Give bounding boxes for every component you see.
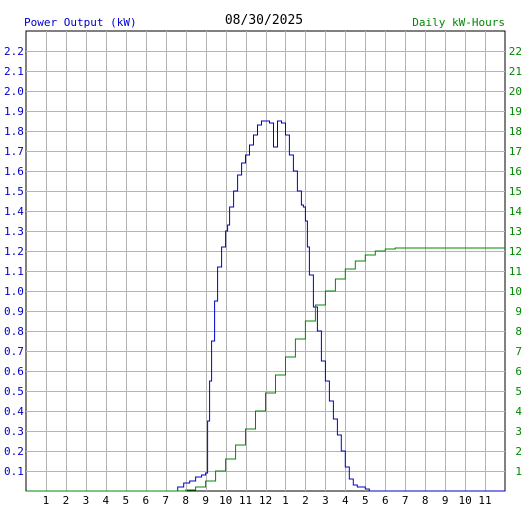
series-lines [26, 120, 505, 492]
left-tick-label: 0.8 [4, 325, 24, 338]
left-tick-label: 1.4 [4, 205, 24, 218]
x-tick-label: 5 [362, 494, 369, 507]
right-tick-label: 22 [509, 45, 522, 58]
left-tick-label: 0.7 [4, 345, 24, 358]
left-tick-label: 1.6 [4, 165, 24, 178]
plot-area [25, 30, 506, 492]
x-tick-label: 6 [382, 494, 389, 507]
left-tick-label: 2.0 [4, 85, 24, 98]
right-tick-label: 13 [509, 225, 522, 238]
right-tick-label: 3 [515, 425, 522, 438]
right-tick-label: 18 [509, 125, 522, 138]
right-tick-label: 19 [509, 105, 522, 118]
right-tick-label: 5 [515, 385, 522, 398]
power-output-line [26, 120, 505, 492]
chart-title: 08/30/2025 [225, 13, 303, 28]
left-tick-label: 1.0 [4, 285, 24, 298]
x-tick-label: 5 [122, 494, 129, 507]
left-tick-label: 0.9 [4, 305, 24, 318]
x-tick-label: 11 [478, 494, 491, 507]
left-axis-label: Power Output (kW) [24, 16, 137, 29]
x-tick-label: 10 [219, 494, 232, 507]
left-tick-label: 0.2 [4, 445, 24, 458]
x-tick-label: 2 [302, 494, 309, 507]
x-tick-label: 10 [458, 494, 471, 507]
x-tick-label: 1 [282, 494, 289, 507]
right-axis-label: Daily kW-Hours [412, 16, 505, 29]
left-tick-label: 1.3 [4, 225, 24, 238]
left-tick-label: 1.1 [4, 265, 24, 278]
left-tick-label: 1.7 [4, 145, 24, 158]
right-tick-label: 8 [515, 325, 522, 338]
right-tick-label: 10 [509, 285, 522, 298]
x-tick-label: 3 [322, 494, 329, 507]
right-tick-label: 6 [515, 365, 522, 378]
right-tick-label: 11 [509, 265, 522, 278]
grid-lines [26, 31, 505, 491]
left-tick-label: 2.1 [4, 65, 24, 78]
left-tick-label: 0.1 [4, 465, 24, 478]
right-tick-label: 4 [515, 405, 522, 418]
left-tick-labels: 0.1 0.2 0.3 0.4 0.5 0.6 0.7 0.8 0.9 1.0 1.1 1.2 1.3 1… [4, 45, 24, 478]
x-tick-label: 9 [202, 494, 209, 507]
right-tick-label: 12 [509, 245, 522, 258]
left-tick-label: 1.2 [4, 245, 24, 258]
x-tick-label: 3 [83, 494, 90, 507]
x-tick-label: 7 [402, 494, 409, 507]
x-tick-label: 2 [63, 494, 70, 507]
left-tick-label: 0.3 [4, 425, 24, 438]
right-tick-label: 15 [509, 185, 522, 198]
x-tick-label: 4 [103, 494, 110, 507]
right-tick-label: 16 [509, 165, 522, 178]
x-tick-label: 7 [162, 494, 169, 507]
right-tick-label: 9 [515, 305, 522, 318]
x-tick-label: 4 [342, 494, 349, 507]
right-tick-label: 20 [509, 85, 522, 98]
left-tick-label: 0.4 [4, 405, 24, 418]
left-tick-label: 2.2 [4, 45, 24, 58]
right-tick-label: 7 [515, 345, 522, 358]
left-tick-label: 1.8 [4, 125, 24, 138]
left-tick-label: 0.5 [4, 385, 24, 398]
left-tick-label: 1.5 [4, 185, 24, 198]
x-tick-label: 11 [239, 494, 252, 507]
left-tick-label: 1.9 [4, 105, 24, 118]
x-tick-label: 6 [142, 494, 149, 507]
x-tick-label: 8 [422, 494, 429, 507]
left-tick-label: 0.6 [4, 365, 24, 378]
x-tick-label: 12 [259, 494, 272, 507]
x-tick-labels: 1 2 3 4 5 6 7 8 9 10 11 12 1 2 3 4 5 6 7 8 9 10 11 [43, 494, 492, 507]
right-tick-label: 21 [509, 65, 522, 78]
daily-kwh-line [26, 247, 505, 492]
x-tick-label: 8 [182, 494, 189, 507]
right-tick-label: 2 [515, 445, 522, 458]
x-tick-label: 9 [442, 494, 449, 507]
x-tick-label: 1 [43, 494, 50, 507]
right-tick-label: 17 [509, 145, 522, 158]
right-tick-label: 14 [509, 205, 523, 218]
right-tick-label: 1 [515, 465, 522, 478]
